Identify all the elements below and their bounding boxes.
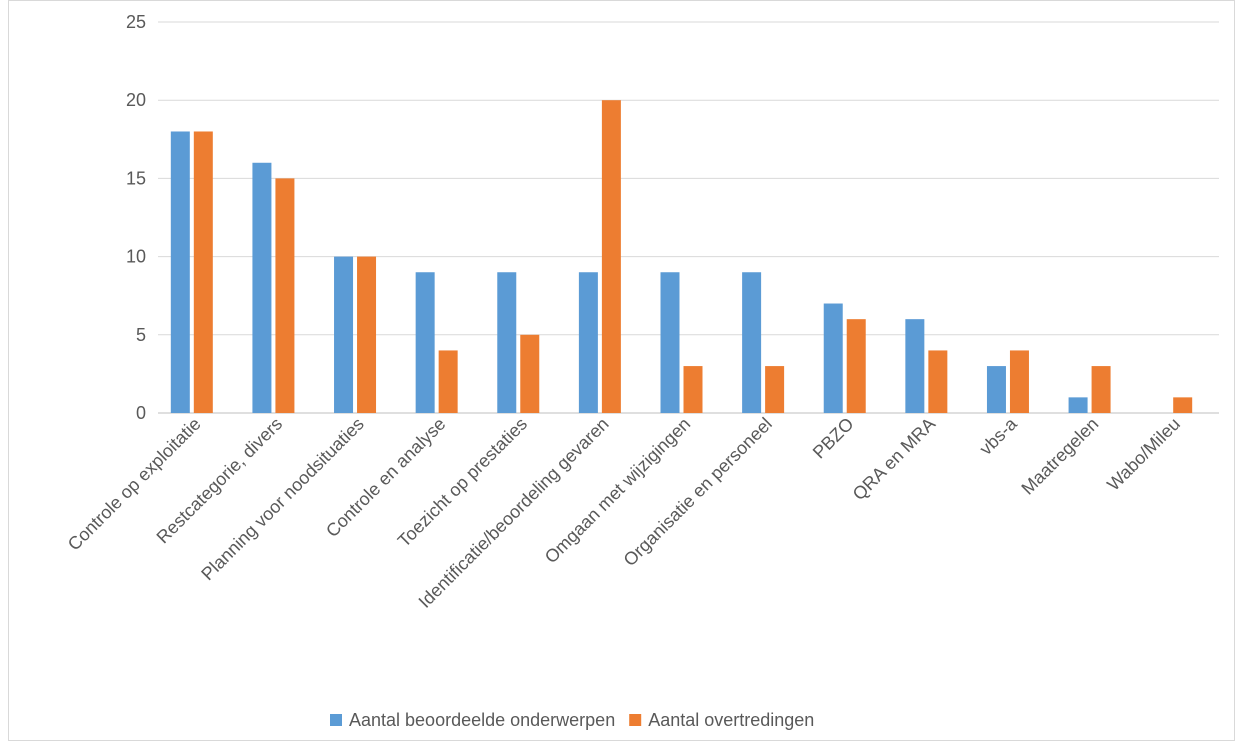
legend-swatch-beoordeelde: [330, 714, 342, 726]
bars: [170, 100, 1193, 414]
bar-beoordeelde: [415, 272, 435, 413]
bar-overtredingen: [1173, 397, 1193, 413]
category-label: Controle op exploitatie: [64, 414, 205, 555]
bar-overtredingen: [601, 100, 621, 413]
gridlines: [158, 21, 1219, 414]
category-label: Omgaan met wijzigingen: [541, 414, 695, 568]
bar-overtredingen: [357, 256, 377, 413]
bar-beoordeelde: [986, 366, 1006, 413]
category-label: Planning voor noodsituaties: [197, 414, 368, 585]
bar-beoordeelde: [334, 256, 354, 413]
bar-overtredingen: [683, 366, 703, 413]
y-tick-label: 0: [136, 403, 146, 423]
y-tick-label: 25: [126, 12, 146, 32]
y-tick-label: 20: [126, 90, 146, 110]
y-axis: 0 5 10 15 20 25: [126, 12, 146, 423]
bar-beoordeelde: [905, 319, 925, 413]
category-label: Wabo/Mileu: [1103, 414, 1184, 495]
category-label: Maatregelen: [1017, 414, 1102, 499]
bar-beoordeelde: [252, 162, 272, 413]
y-tick-label: 15: [126, 168, 146, 188]
category-label: vbs-a: [976, 413, 1022, 459]
legend-label: Aantal overtredingen: [648, 710, 814, 730]
bar-overtredingen: [275, 178, 295, 413]
bar-beoordeelde: [660, 272, 680, 413]
bar-beoordeelde: [742, 272, 762, 413]
bar-beoordeelde: [1068, 397, 1088, 413]
bar-beoordeelde: [578, 272, 598, 413]
legend: Aantal beoordeelde onderwerpen Aantal ove…: [330, 710, 814, 730]
bar-overtredingen: [928, 350, 948, 413]
y-tick-label: 5: [136, 325, 146, 345]
category-label: PBZO: [809, 414, 858, 463]
category-label: Organisatie en personeel: [620, 414, 776, 570]
bar-beoordeelde: [497, 272, 517, 413]
bar-overtredingen: [765, 366, 785, 413]
y-tick-label: 10: [126, 247, 146, 267]
bar-beoordeelde: [170, 131, 190, 414]
category-label: QRA en MRA: [849, 414, 940, 505]
bar-overtredingen: [1091, 366, 1111, 413]
bar-beoordeelde: [823, 303, 843, 413]
bar-overtredingen: [193, 131, 213, 414]
legend-swatch-overtredingen: [629, 714, 642, 726]
bar-overtredingen: [846, 319, 866, 413]
legend-label: Aantal beoordeelde onderwerpen: [349, 710, 615, 730]
bar-overtredingen: [520, 334, 540, 413]
bar-overtredingen: [1009, 350, 1029, 413]
bar-overtredingen: [438, 350, 458, 413]
